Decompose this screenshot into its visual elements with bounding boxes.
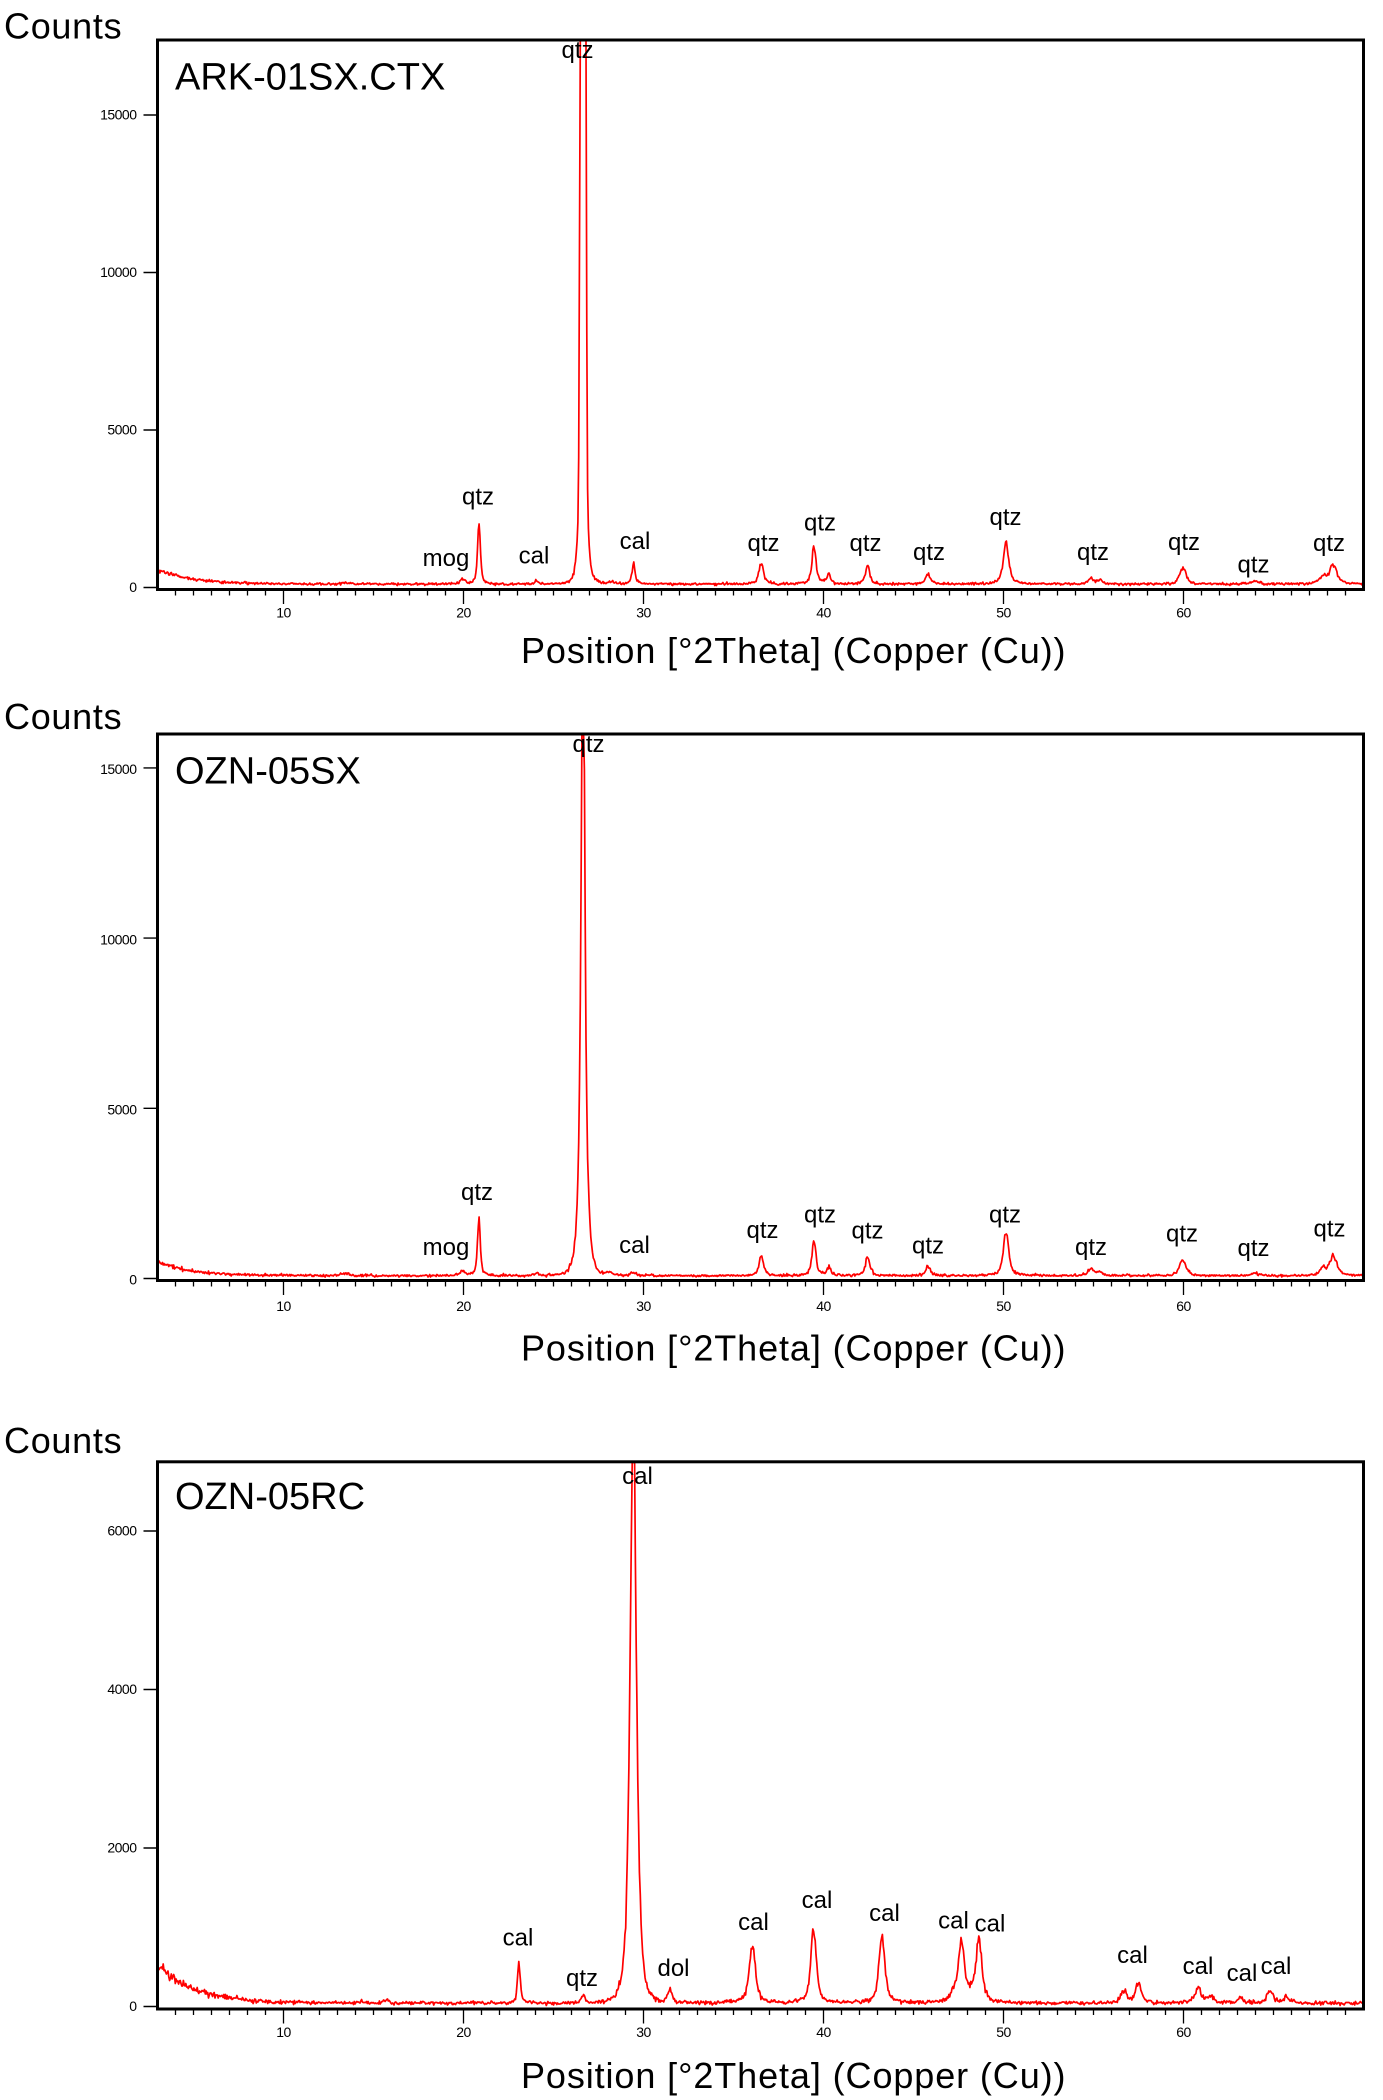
svg-text:qtz: qtz bbox=[849, 530, 881, 557]
svg-text:cal: cal bbox=[622, 1463, 653, 1490]
svg-text:40: 40 bbox=[816, 2024, 831, 2040]
svg-text:0: 0 bbox=[129, 579, 137, 595]
svg-text:cal: cal bbox=[1183, 1953, 1214, 1980]
svg-text:cal: cal bbox=[1117, 1942, 1148, 1969]
svg-text:cal: cal bbox=[1227, 1960, 1258, 1987]
svg-text:10: 10 bbox=[276, 1298, 291, 1314]
svg-text:qtz: qtz bbox=[461, 1179, 493, 1206]
svg-text:mog: mog bbox=[423, 545, 470, 572]
svg-text:30: 30 bbox=[636, 1298, 651, 1314]
svg-text:30: 30 bbox=[636, 2024, 651, 2040]
svg-text:qtz: qtz bbox=[1313, 1216, 1345, 1243]
svg-text:5000: 5000 bbox=[107, 422, 137, 438]
svg-text:10: 10 bbox=[276, 605, 291, 621]
svg-text:cal: cal bbox=[503, 1925, 534, 1952]
svg-text:qtz: qtz bbox=[747, 530, 779, 557]
svg-text:mog: mog bbox=[423, 1234, 470, 1261]
svg-text:qtz: qtz bbox=[572, 731, 604, 758]
svg-text:20: 20 bbox=[456, 605, 471, 621]
svg-text:qtz: qtz bbox=[1077, 539, 1109, 566]
svg-text:qtz: qtz bbox=[804, 510, 836, 537]
svg-text:10: 10 bbox=[276, 2024, 291, 2040]
svg-text:OZN-05SX: OZN-05SX bbox=[175, 751, 361, 793]
svg-text:40: 40 bbox=[816, 605, 831, 621]
svg-text:cal: cal bbox=[802, 1887, 833, 1914]
svg-text:qtz: qtz bbox=[1166, 1221, 1198, 1248]
svg-text:cal: cal bbox=[619, 1232, 650, 1259]
svg-text:qtz: qtz bbox=[851, 1218, 883, 1245]
svg-text:qtz: qtz bbox=[989, 1202, 1021, 1229]
svg-text:50: 50 bbox=[996, 2024, 1011, 2040]
svg-text:Position [°2Theta] (Copper (Cu: Position [°2Theta] (Copper (Cu)) bbox=[521, 1328, 1066, 1369]
svg-text:15000: 15000 bbox=[100, 761, 137, 777]
svg-text:60: 60 bbox=[1176, 1298, 1191, 1314]
svg-text:qtz: qtz bbox=[1075, 1234, 1107, 1261]
svg-text:15000: 15000 bbox=[100, 107, 137, 123]
svg-text:50: 50 bbox=[996, 605, 1011, 621]
svg-text:50: 50 bbox=[996, 1298, 1011, 1314]
svg-text:qtz: qtz bbox=[746, 1217, 778, 1244]
svg-text:2000: 2000 bbox=[107, 1840, 137, 1856]
svg-text:0: 0 bbox=[129, 1272, 137, 1288]
svg-text:Position [°2Theta] (Copper (Cu: Position [°2Theta] (Copper (Cu)) bbox=[521, 2055, 1066, 2096]
svg-text:qtz: qtz bbox=[1313, 530, 1345, 557]
svg-text:qtz: qtz bbox=[1237, 1235, 1269, 1262]
svg-text:20: 20 bbox=[456, 1298, 471, 1314]
svg-text:ARK-01SX.CTX: ARK-01SX.CTX bbox=[175, 57, 445, 99]
svg-text:qtz: qtz bbox=[1237, 552, 1269, 579]
svg-text:qtz: qtz bbox=[989, 504, 1021, 531]
svg-text:cal: cal bbox=[975, 1911, 1006, 1938]
svg-text:qtz: qtz bbox=[561, 37, 593, 64]
svg-text:10000: 10000 bbox=[100, 264, 137, 280]
svg-text:4000: 4000 bbox=[107, 1681, 137, 1697]
svg-text:qtz: qtz bbox=[566, 1965, 598, 1992]
svg-text:qtz: qtz bbox=[912, 1233, 944, 1260]
svg-text:OZN-05RC: OZN-05RC bbox=[175, 1476, 365, 1518]
svg-text:60: 60 bbox=[1176, 2024, 1191, 2040]
svg-text:qtz: qtz bbox=[462, 484, 494, 511]
svg-text:10000: 10000 bbox=[100, 931, 137, 947]
svg-text:cal: cal bbox=[519, 543, 550, 570]
svg-text:60: 60 bbox=[1176, 605, 1191, 621]
svg-text:qtz: qtz bbox=[1168, 529, 1200, 556]
svg-text:cal: cal bbox=[738, 1909, 769, 1936]
svg-text:Counts: Counts bbox=[4, 1420, 122, 1461]
svg-text:0: 0 bbox=[129, 1998, 137, 2014]
svg-text:qtz: qtz bbox=[913, 539, 945, 566]
svg-text:20: 20 bbox=[456, 2024, 471, 2040]
svg-text:qtz: qtz bbox=[804, 1202, 836, 1229]
svg-text:40: 40 bbox=[816, 1298, 831, 1314]
svg-text:cal: cal bbox=[620, 528, 651, 555]
svg-text:6000: 6000 bbox=[107, 1523, 137, 1539]
svg-text:cal: cal bbox=[1261, 1953, 1292, 1980]
svg-text:30: 30 bbox=[636, 605, 651, 621]
svg-text:dol: dol bbox=[657, 1955, 689, 1982]
svg-text:Counts: Counts bbox=[4, 5, 122, 46]
svg-text:5000: 5000 bbox=[107, 1102, 137, 1118]
svg-text:cal: cal bbox=[869, 1900, 900, 1927]
svg-text:Counts: Counts bbox=[4, 696, 122, 737]
svg-text:cal: cal bbox=[938, 1908, 969, 1935]
svg-text:Position [°2Theta] (Copper (Cu: Position [°2Theta] (Copper (Cu)) bbox=[521, 630, 1066, 671]
